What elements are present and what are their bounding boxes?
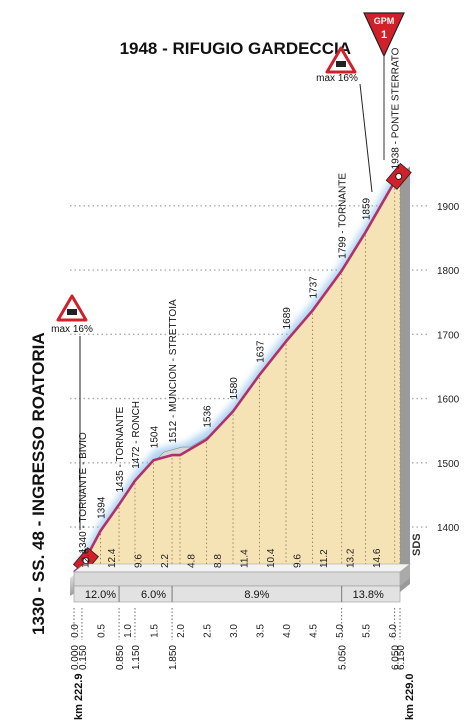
y-tick-label: 1500 xyxy=(437,459,460,470)
km-mark-label: 0.000 xyxy=(70,645,81,670)
point-label: 1859 xyxy=(362,197,373,220)
gpm-badge: GPM 1 xyxy=(363,12,405,160)
segment-gradient-label: 11.2 xyxy=(319,549,330,568)
gradient-band xyxy=(73,571,401,587)
segment-gradient-label: 12.4 xyxy=(107,548,118,568)
point-label: 1637 xyxy=(256,340,267,363)
gradient-band-end xyxy=(400,564,410,586)
point-label: 1689 xyxy=(282,307,293,330)
segment-gradient-label: 4.8 xyxy=(186,554,197,568)
warning-figure-icon xyxy=(67,309,77,315)
x-tick-label: 6.0 xyxy=(388,624,399,638)
x-tick-label: 0.5 xyxy=(97,624,108,638)
km-mark-label: 1.150 xyxy=(131,645,142,670)
km-end-label: km 229.0 xyxy=(404,674,416,720)
point-label: 1435 - TORNANTE xyxy=(115,406,126,492)
x-tick-label: 5.0 xyxy=(335,624,346,638)
x-tick-label: 3.0 xyxy=(229,624,240,638)
km-mark-label: 6.050 xyxy=(391,645,402,670)
y-tick-label: 1700 xyxy=(437,330,460,341)
section-band xyxy=(73,585,401,603)
point-label: 1536 xyxy=(203,405,214,428)
y-tick-label: 1900 xyxy=(437,202,460,213)
x-tick-label: 2.5 xyxy=(203,624,214,638)
segment-gradient-label: 14.6 xyxy=(372,548,383,568)
marker-dot xyxy=(82,557,90,565)
sds-label: SDS xyxy=(411,533,423,556)
warning-figure-icon xyxy=(336,61,346,67)
km-mark-label: 6.150 xyxy=(396,645,407,670)
start-label: 1330 - SS. 48 - INGRESSO ROATORIA xyxy=(29,332,48,635)
section-gradient-label: 6.0% xyxy=(141,589,166,601)
point-label: 1512 - MUNCION - STRETTOIA xyxy=(168,299,179,443)
marker-dot xyxy=(395,172,403,180)
x-tick-label: 3.5 xyxy=(256,624,267,638)
x-tick-label: 4.5 xyxy=(309,624,320,638)
km-mark-label: 0.850 xyxy=(115,645,126,670)
km-mark-label: 5.050 xyxy=(338,645,349,670)
y-tick-label: 1400 xyxy=(437,523,460,534)
warning-sign-start: max 16% xyxy=(51,294,93,530)
segment-gradient-label: 10.4 xyxy=(266,548,277,568)
gpm-badge-triangle xyxy=(363,12,405,58)
chart-title: 1948 - RIFUGIO GARDECCIA xyxy=(120,39,351,58)
point-label: 1580 xyxy=(229,377,240,400)
profile-area xyxy=(74,175,400,592)
point-label: 1504 xyxy=(150,426,161,449)
segment-gradient-label: 13.2 xyxy=(345,548,356,568)
point-label: 1340 - TORNANTE - BIVIO xyxy=(78,432,89,554)
km-start-label: km 222.9 xyxy=(73,674,85,720)
point-label: 1394 xyxy=(97,496,108,519)
gpm-badge-text: GPM xyxy=(374,16,395,26)
segment-gradient-label: 9.6 xyxy=(133,554,144,568)
km-mark-label: 0.150 xyxy=(78,645,89,670)
x-tick-label: 0.0 xyxy=(70,624,81,638)
y-tick-label: 1600 xyxy=(437,395,460,406)
warning-triangle-icon xyxy=(325,46,357,74)
warning-start-text: max 16% xyxy=(51,324,93,335)
profile-line xyxy=(73,174,402,574)
point-label: 1799 - TORNANTE xyxy=(338,173,349,259)
gpm-badge-number: 1 xyxy=(381,29,387,41)
x-tick-label: 1.0 xyxy=(123,624,134,638)
x-tick-label: 4.0 xyxy=(282,624,293,638)
point-label: 1938 - PONTE STERRATO xyxy=(391,47,402,169)
section-gradient-label: 12.0% xyxy=(85,589,116,601)
segment-gradient-label: 2.2 xyxy=(160,554,171,568)
warning-triangle-icon xyxy=(56,294,88,322)
warning-sign-finish: max 16% xyxy=(316,46,373,193)
km-mark-label: 1.850 xyxy=(168,645,179,670)
segment-gradient-label: 12.6 xyxy=(80,548,91,568)
y-tick-label: 1800 xyxy=(437,266,460,277)
finish-marker xyxy=(385,162,412,190)
warning-finish-pointer xyxy=(359,83,373,193)
warning-finish-text: max 16% xyxy=(316,73,358,84)
segment-gradient-label: 8.8 xyxy=(213,554,224,568)
point-label: 1472 - RONCH xyxy=(131,401,142,469)
x-tick-label: 5.5 xyxy=(362,624,373,638)
profile-end-face xyxy=(400,167,410,592)
point-label: 1737 xyxy=(309,276,320,299)
x-tick-label: 2.0 xyxy=(176,624,187,638)
segment-gradient-label: 9.6 xyxy=(292,554,303,568)
x-tick-label: 1.5 xyxy=(150,624,161,638)
section-gradient-label: 13.8% xyxy=(353,589,384,601)
segment-gradient-label: 11.4 xyxy=(239,549,250,568)
section-gradient-label: 8.9% xyxy=(244,589,269,601)
